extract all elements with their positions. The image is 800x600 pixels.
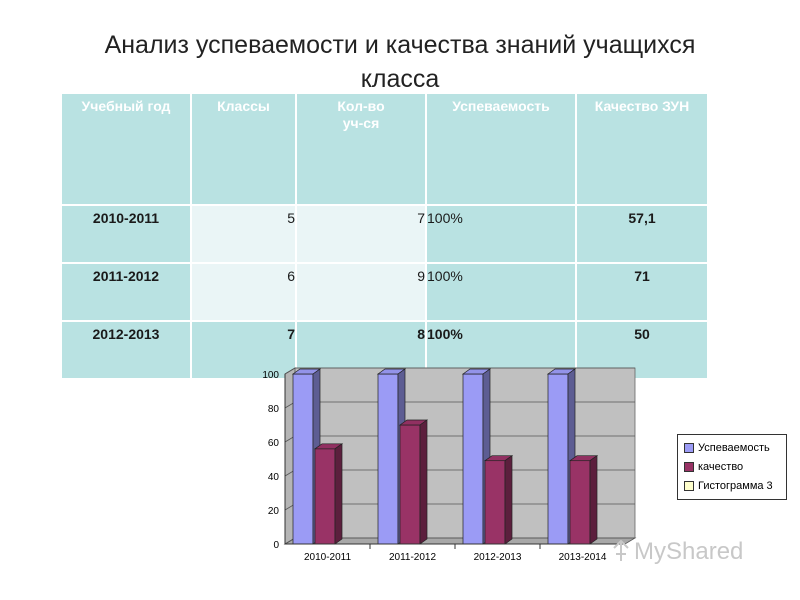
- x-tick-label: 2011-2012: [389, 552, 437, 563]
- cell-year: 2011-2012: [60, 262, 192, 322]
- cell-classes: 7: [190, 320, 297, 380]
- table-row: 2010-2011 5 7 100% 57,1: [60, 204, 709, 264]
- y-tick-label: 20: [268, 506, 280, 517]
- cell-count: 9: [295, 262, 427, 322]
- legend-label: качество: [698, 461, 744, 473]
- legend-swatch-success: [684, 443, 694, 454]
- bar-side: [589, 455, 598, 545]
- legend-label: Успеваемость: [698, 442, 770, 454]
- bar: [568, 455, 599, 545]
- header-count-line-1: Кол-во: [337, 98, 385, 114]
- legend-item: качество: [684, 460, 743, 474]
- cell-count: 7: [295, 204, 427, 264]
- bar-front: [547, 373, 569, 545]
- bar: [313, 443, 344, 545]
- chart-legend: Успеваемость качество Гистограмма 3: [677, 434, 787, 500]
- y-tick-label: 0: [273, 540, 279, 551]
- header-quality: Качество ЗУН: [575, 92, 709, 206]
- x-tick-label: 2012-2013: [474, 552, 522, 563]
- cell-year: 2012-2013: [60, 320, 192, 380]
- bar-side: [334, 443, 343, 545]
- cell-quality: 71: [575, 262, 709, 322]
- cell-quality: 57,1: [575, 204, 709, 264]
- legend-item: Успеваемость: [684, 441, 770, 455]
- bar-chart: 0 20 40 60 80 100 2010-2011 2011-2012 2012-2013…: [262, 367, 637, 563]
- bar: [483, 455, 514, 545]
- table-header-row: Учебный год Классы Кол-во уч-ся Успеваем…: [60, 92, 709, 206]
- bar-front: [377, 373, 399, 545]
- legend-label: Гистограмма 3: [698, 480, 773, 492]
- watermark-text: MyShared: [634, 538, 744, 565]
- watermark: MyShared: [612, 538, 743, 566]
- bar-front: [314, 448, 336, 545]
- header-year: Учебный год: [60, 92, 192, 206]
- cell-classes: 5: [190, 204, 297, 264]
- bar-side: [504, 455, 513, 545]
- gridline: [284, 367, 635, 375]
- legend-swatch-quality: [684, 462, 694, 473]
- x-tick-label: 2013-2014: [559, 552, 607, 563]
- bar-front: [399, 424, 421, 545]
- bar: [461, 368, 492, 545]
- bar-side: [419, 419, 428, 545]
- title-line-2: класса: [360, 65, 440, 93]
- y-tick-label: 100: [262, 370, 279, 381]
- bar-front: [292, 373, 314, 545]
- bar: [398, 419, 429, 545]
- results-table: Учебный год Классы Кол-во уч-ся Успеваем…: [60, 92, 709, 380]
- watermark-logo-icon: [613, 540, 629, 561]
- legend-swatch-histogram: [684, 481, 694, 492]
- header-count: Кол-во уч-ся: [295, 92, 427, 206]
- bar-front: [569, 460, 591, 545]
- cell-year: 2010-2011: [60, 204, 192, 264]
- title-line-1: Анализ успеваемости и качества знаний уч…: [104, 31, 696, 59]
- legend-item: Гистограмма 3: [684, 479, 773, 493]
- cell-quality: 50: [575, 320, 709, 380]
- header-count-line-2: уч-ся: [342, 115, 380, 131]
- cell-classes: 6: [190, 262, 297, 322]
- y-tick-label: 80: [268, 404, 280, 415]
- x-tick-label: 2010-2011: [304, 552, 352, 563]
- cell-success: 100%: [425, 262, 577, 322]
- y-tick-label: 40: [268, 472, 280, 483]
- bar-front: [462, 373, 484, 545]
- y-tick-label: 60: [268, 438, 280, 449]
- bar-front: [484, 460, 506, 545]
- slide-title: Анализ успеваемости и качества знаний уч…: [40, 28, 760, 96]
- cell-success: 100%: [425, 204, 577, 264]
- table-row: 2011-2012 6 9 100% 71: [60, 262, 709, 322]
- header-classes: Классы: [190, 92, 297, 206]
- header-success: Успеваемость: [425, 92, 577, 206]
